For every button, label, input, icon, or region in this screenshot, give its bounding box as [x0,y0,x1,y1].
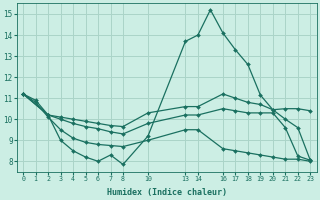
X-axis label: Humidex (Indice chaleur): Humidex (Indice chaleur) [107,188,227,197]
